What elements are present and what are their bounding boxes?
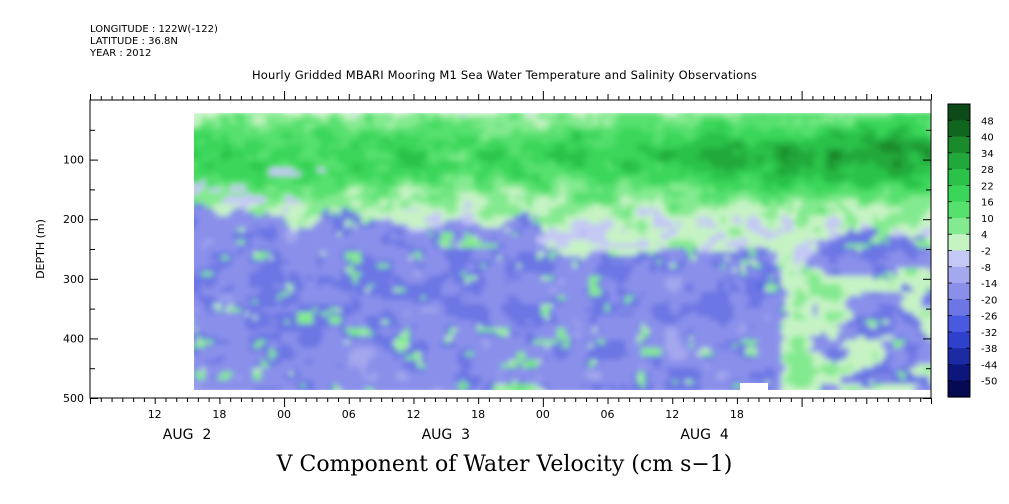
x-hour-tick-label: 12 [148, 408, 162, 421]
x-date-label: AUG 3 [422, 427, 470, 443]
colorbar-swatch [948, 169, 970, 186]
y-tick-label: 100 [63, 154, 84, 167]
colorbar-swatch [948, 331, 970, 349]
y-tick-label: 200 [63, 213, 84, 226]
colorbar-swatch [948, 217, 970, 235]
latitude-label: LATITUDE : 36.8N [90, 36, 178, 47]
colorbar-tick-label: 48 [981, 116, 994, 127]
longitude-label: LONGITUDE : 122W(-122) [90, 24, 218, 35]
colorbar-swatch [948, 250, 970, 268]
heatmap [194, 113, 931, 390]
year-label: YEAR : 2012 [90, 48, 152, 59]
colorbar-tick-label: -50 [981, 377, 997, 388]
colorbar-tick-label: 34 [981, 149, 994, 160]
colorbar-tick-label: 4 [981, 230, 987, 241]
missing-data-patch [740, 383, 768, 390]
colorbar-tick-label: -20 [981, 295, 997, 306]
colorbar-tick-label: 10 [981, 214, 994, 225]
x-hour-tick-label: 00 [536, 408, 550, 421]
x-hour-tick-label: 18 [471, 408, 485, 421]
colorbar: 48 40 34 28 22 16 10 4 -2 -8 -14 -20 -26 -32 -38 -44 -50 [947, 103, 997, 398]
x-hour-tick-label: 06 [342, 408, 356, 421]
colorbar-swatch [948, 299, 970, 317]
colorbar-tick-label: -14 [981, 279, 997, 290]
colorbar-swatch [948, 234, 970, 252]
colorbar-swatch [948, 315, 970, 333]
x-hour-tick-label: 12 [665, 408, 679, 421]
chart-title: Hourly Gridded MBARI Mooring M1 Sea Wate… [0, 68, 1009, 82]
x-hour-tick-label: 18 [730, 408, 744, 421]
metadata-block: LONGITUDE : 122W(-122) LATITUDE : 36.8N … [90, 24, 218, 60]
colorbar-swatch [948, 266, 970, 284]
colorbar-tick-label: -26 [981, 312, 997, 323]
colorbar-tick-label: 22 [981, 181, 994, 192]
variable-title: V Component of Water Velocity (cm s−1) [276, 452, 733, 477]
colorbar-swatch [948, 152, 970, 170]
x-hour-tick-label: 12 [406, 408, 420, 421]
colorbar-swatch [948, 283, 970, 300]
colorbar-swatch [948, 104, 970, 121]
y-tick-label: 400 [63, 332, 84, 345]
colorbar-swatch [948, 136, 970, 154]
colorbar-tick-label: -44 [981, 360, 997, 371]
colorbar-tick-label: 16 [981, 198, 994, 209]
x-hour-tick-label: 06 [601, 408, 615, 421]
colorbar-tick-label: -38 [981, 344, 997, 355]
colorbar-swatch [948, 120, 970, 138]
colorbar-tick-label: 40 [981, 133, 994, 144]
colorbar-swatch [948, 348, 970, 366]
colorbar-swatch [948, 380, 970, 398]
y-axis-label: DEPTH (m) [34, 219, 47, 279]
colorbar-tick-label: -8 [981, 263, 991, 274]
colorbar-tick-label: -32 [981, 328, 997, 339]
x-date-label: AUG 4 [680, 427, 729, 443]
colorbar-tick-label: 28 [981, 165, 994, 176]
x-date-label: AUG 2 [163, 427, 211, 443]
chart-title-text: Hourly Gridded MBARI Mooring M1 Sea Wate… [251, 68, 758, 82]
y-tick-label: 500 [63, 392, 84, 405]
colorbar-swatch [948, 201, 970, 219]
colorbar-swatch [948, 364, 970, 382]
x-hour-tick-label: 18 [212, 408, 226, 421]
x-hour-tick-label: 00 [277, 408, 291, 421]
colorbar-tick-label: -2 [981, 247, 991, 258]
y-tick-label: 300 [63, 273, 84, 286]
colorbar-swatch [948, 185, 970, 203]
